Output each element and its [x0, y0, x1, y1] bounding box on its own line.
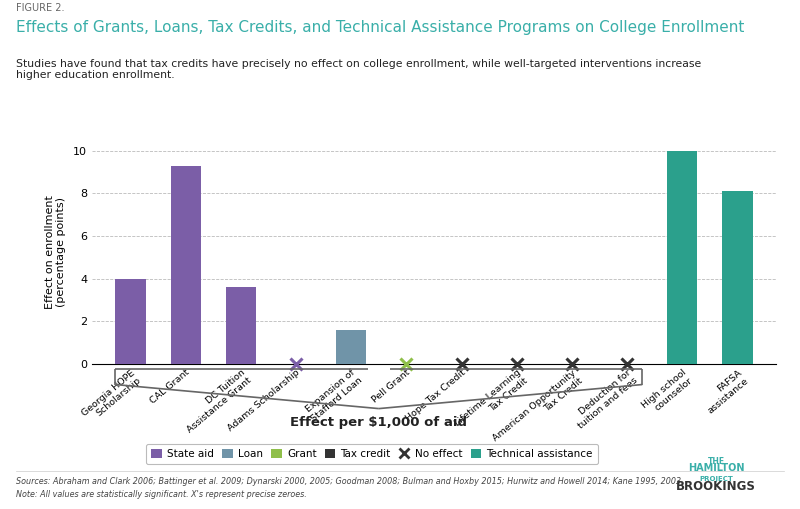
Y-axis label: Effect on enrollment
(percentage points): Effect on enrollment (percentage points) — [45, 195, 66, 309]
Text: Studies have found that tax credits have precisely no effect on college enrollme: Studies have found that tax credits have… — [16, 59, 702, 80]
Text: HAMILTON: HAMILTON — [688, 463, 744, 473]
Text: FIGURE 2.: FIGURE 2. — [16, 3, 65, 13]
Text: Sources: Abraham and Clark 2006; Battinger et al. 2009; Dynarski 2000, 2005; Goo: Sources: Abraham and Clark 2006; Batting… — [16, 477, 684, 487]
Bar — [170, 165, 201, 364]
Legend: State aid, Loan, Grant, Tax credit, No effect, Technical assistance: State aid, Loan, Grant, Tax credit, No e… — [146, 444, 598, 465]
Text: THE: THE — [707, 457, 725, 466]
Bar — [667, 151, 698, 364]
Bar — [722, 191, 753, 364]
Bar — [115, 278, 146, 364]
Text: Effect per $1,000 of aid: Effect per $1,000 of aid — [290, 416, 467, 429]
Bar — [336, 330, 366, 364]
Text: BROOKINGS: BROOKINGS — [676, 479, 756, 493]
Text: PROJECT: PROJECT — [699, 476, 733, 482]
Text: Effects of Grants, Loans, Tax Credits, and Technical Assistance Programs on Coll: Effects of Grants, Loans, Tax Credits, a… — [16, 20, 744, 35]
Text: Note: All values are statistically significant. X's represent precise zeroes.: Note: All values are statistically signi… — [16, 490, 306, 499]
Bar — [226, 287, 256, 364]
